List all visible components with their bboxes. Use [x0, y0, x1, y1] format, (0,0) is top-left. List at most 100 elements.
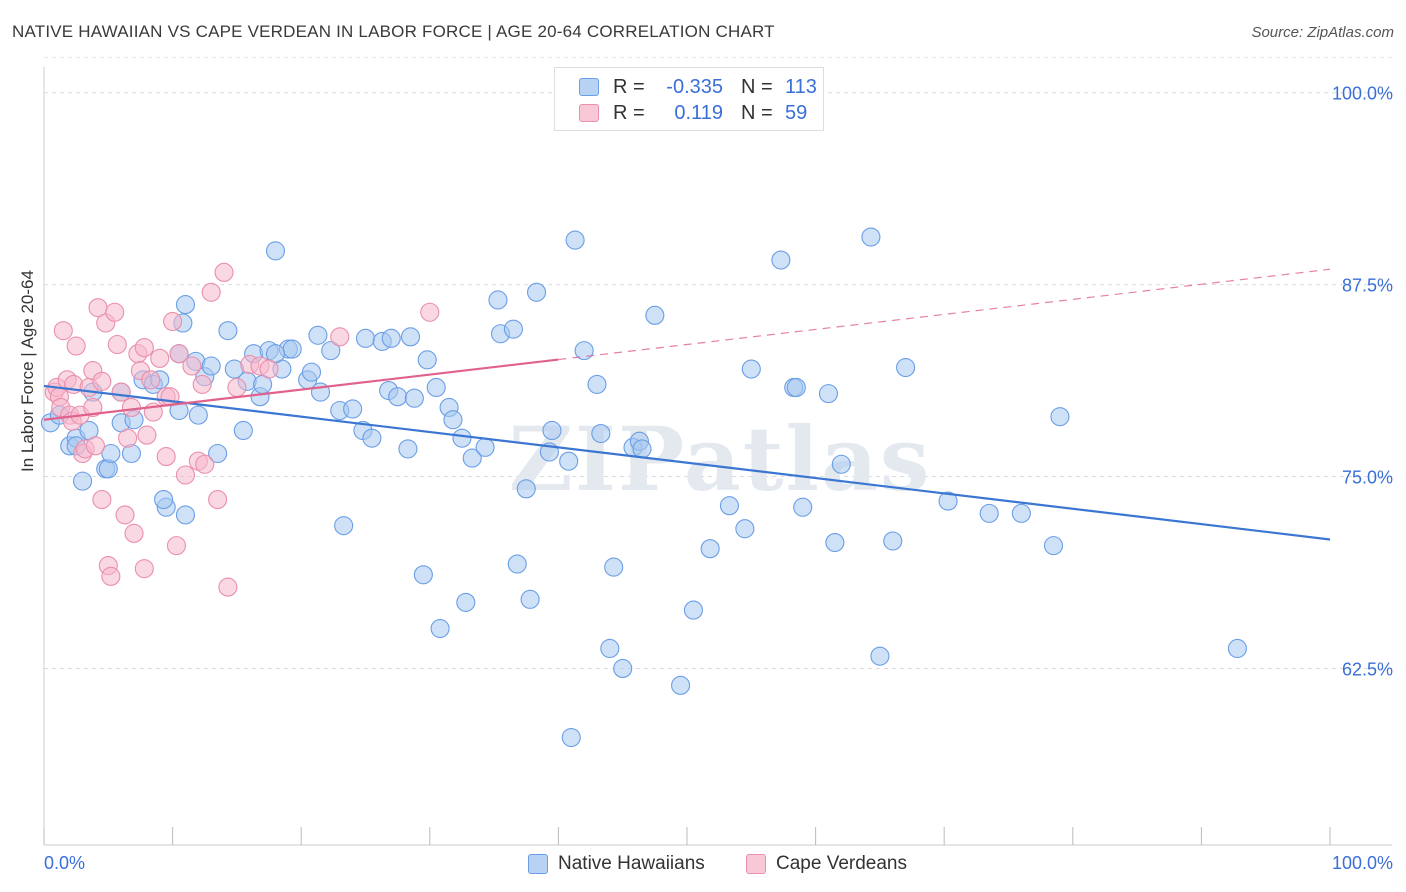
data-point	[227, 377, 247, 398]
data-point	[182, 356, 202, 376]
legend-label: Cape Verdeans	[776, 853, 907, 874]
data-point	[169, 344, 189, 364]
data-point	[66, 336, 86, 356]
r-value: 0.119	[674, 101, 723, 124]
data-point	[115, 505, 135, 525]
data-point	[201, 282, 221, 302]
data-point	[613, 658, 633, 678]
data-point	[175, 505, 196, 525]
data-point	[503, 319, 523, 339]
data-point	[308, 325, 328, 345]
data-point	[160, 387, 180, 407]
data-point	[355, 328, 376, 348]
legend-swatch-pink	[579, 104, 599, 122]
data-point	[413, 565, 433, 585]
data-point	[735, 519, 755, 539]
data-point	[883, 531, 903, 551]
data-point	[604, 557, 624, 577]
r-label: R =	[613, 75, 645, 98]
n-value: 113	[785, 75, 817, 98]
data-point	[645, 305, 665, 325]
data-point	[208, 443, 228, 464]
data-point	[154, 490, 174, 510]
data-point	[488, 290, 508, 310]
watermark: ZIPatlas	[509, 407, 932, 511]
data-point	[362, 428, 382, 448]
chart-title: NATIVE HAWAIIAN VS CAPE VERDEAN IN LABOR…	[12, 22, 775, 41]
y-tick-labels: 62.5% 75.0% 87.5% 100.0%	[1332, 84, 1393, 680]
data-point	[561, 727, 581, 748]
data-point	[92, 490, 112, 510]
data-point	[861, 227, 881, 247]
data-point	[343, 399, 363, 419]
r-value: -0.335	[666, 75, 723, 98]
data-point	[381, 328, 401, 348]
data-point	[818, 384, 839, 404]
series-native-hawaiians	[40, 227, 1247, 748]
legend-label: Native Hawaiians	[558, 853, 705, 874]
data-point	[520, 589, 540, 609]
data-point	[282, 339, 302, 359]
data-point	[741, 359, 761, 379]
legend-swatch-blue	[528, 854, 548, 874]
n-label: N =	[741, 101, 773, 124]
y-tick-label: 75.0%	[1342, 468, 1393, 488]
data-point	[111, 382, 131, 402]
data-point	[398, 439, 418, 459]
data-point	[870, 646, 890, 666]
data-point	[105, 302, 125, 322]
data-point	[107, 334, 127, 355]
data-point	[388, 387, 408, 407]
data-point	[175, 295, 196, 315]
data-point	[1011, 503, 1031, 523]
source-label: Source: ZipAtlas.com	[1251, 24, 1394, 41]
data-point	[456, 592, 476, 612]
legend-swatch-pink	[746, 854, 766, 874]
y-tick-label: 100.0%	[1332, 84, 1393, 104]
data-point	[430, 618, 450, 639]
data-point	[896, 357, 916, 378]
r-label: R =	[613, 101, 645, 124]
data-point	[163, 311, 183, 332]
data-point	[214, 262, 234, 282]
data-point	[134, 338, 154, 358]
data-point	[321, 341, 341, 361]
trend-lines	[43, 268, 1331, 541]
x-tick-labels: 0.0% 100.0%	[44, 853, 1393, 873]
data-point	[83, 397, 103, 417]
data-point	[101, 443, 121, 464]
data-point	[259, 359, 279, 379]
axes	[43, 67, 1392, 846]
data-point	[443, 410, 463, 430]
data-point	[591, 423, 611, 444]
data-point	[719, 496, 739, 516]
data-point	[233, 420, 253, 441]
data-point	[156, 447, 176, 467]
y-tick-label: 62.5%	[1342, 659, 1393, 679]
data-point	[825, 532, 845, 553]
correlation-legend: R = -0.335 N = 113 R = 0.119 N = 59	[554, 67, 824, 131]
series-cape-verdeans	[44, 262, 440, 597]
data-point	[786, 377, 806, 398]
data-point	[475, 437, 495, 457]
data-point	[166, 536, 187, 556]
data-point	[208, 490, 228, 510]
data-point	[559, 451, 579, 471]
data-point	[420, 302, 440, 322]
data-point	[671, 675, 691, 695]
data-point	[404, 388, 424, 408]
data-point	[979, 503, 999, 523]
data-point	[1050, 407, 1070, 427]
n-value: 59	[785, 101, 808, 124]
data-point	[195, 454, 215, 474]
n-label: N =	[741, 75, 773, 98]
data-point	[1043, 536, 1064, 556]
data-point	[192, 374, 212, 394]
data-point	[121, 397, 141, 417]
data-point	[201, 356, 221, 376]
data-point	[134, 559, 154, 579]
legend-swatch-blue	[579, 78, 599, 96]
data-point	[53, 321, 73, 341]
legend-item-native-hawaiians: Native Hawaiians	[528, 852, 705, 876]
